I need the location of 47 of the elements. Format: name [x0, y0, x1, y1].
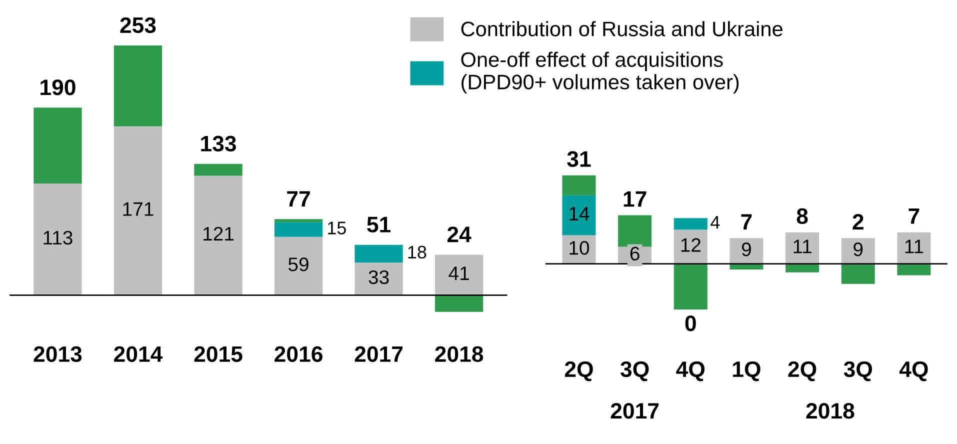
x-tick-label: 2017 — [354, 346, 403, 362]
x-tick-label: 4Q — [899, 361, 928, 382]
total-label: 31 — [567, 151, 591, 167]
x-tick-label: 2Q — [564, 361, 593, 382]
total-label: 24 — [447, 226, 472, 242]
total-label: 77 — [287, 191, 310, 207]
x-tick-label: 2015 — [194, 346, 242, 362]
data-label: 59 — [288, 257, 308, 272]
total-label: 0 — [685, 315, 696, 332]
x-tick-label: 4Q — [676, 361, 705, 382]
data-label: 113 — [44, 230, 72, 245]
text: 2017 — [610, 403, 659, 419]
total-label: 7 — [908, 208, 920, 224]
data-label: 33 — [368, 270, 389, 284]
total-label: 133 — [201, 136, 236, 152]
data-label: 9 — [854, 242, 863, 256]
x-tick-label: 2013 — [34, 346, 82, 362]
total-label: 190 — [40, 80, 76, 96]
total-label: 8 — [796, 208, 808, 224]
legend-label: One-off effect of acquisitions (DPD90+ volumes taken over) — [461, 52, 739, 94]
x-tick-label: 3Q — [844, 361, 872, 382]
data-label: 15 — [328, 222, 346, 234]
data-label: 9 — [742, 242, 751, 256]
data-label: 18 — [408, 246, 426, 259]
x-tick-label: 1Q — [733, 361, 760, 382]
data-label: 11 — [794, 240, 812, 254]
total-label: 7 — [741, 214, 752, 230]
data-label: 12 — [681, 238, 700, 252]
data-label: 10 — [570, 241, 590, 255]
x-tick-label: 2018 — [435, 346, 484, 362]
legend-label: Contribution of Russia and Ukraine — [461, 21, 782, 36]
data-label: 121 — [204, 226, 234, 240]
x-tick-label: 2016 — [274, 346, 322, 362]
x-tick-label: 3Q — [620, 361, 649, 382]
data-label: 4 — [710, 216, 720, 229]
x-tick-label: 2Q — [788, 361, 816, 382]
total-label: 17 — [624, 191, 646, 207]
data-label: 6 — [630, 246, 640, 260]
data-label: 11 — [905, 240, 924, 254]
total-label: 2 — [852, 214, 864, 230]
data-label: 171 — [123, 202, 154, 216]
data-label: 41 — [448, 266, 469, 280]
data-label: 14 — [570, 206, 590, 220]
total-label: 51 — [367, 216, 391, 232]
total-label: 253 — [120, 17, 156, 34]
x-tick-label: 2014 — [114, 346, 163, 362]
text: 2018 — [806, 403, 854, 419]
